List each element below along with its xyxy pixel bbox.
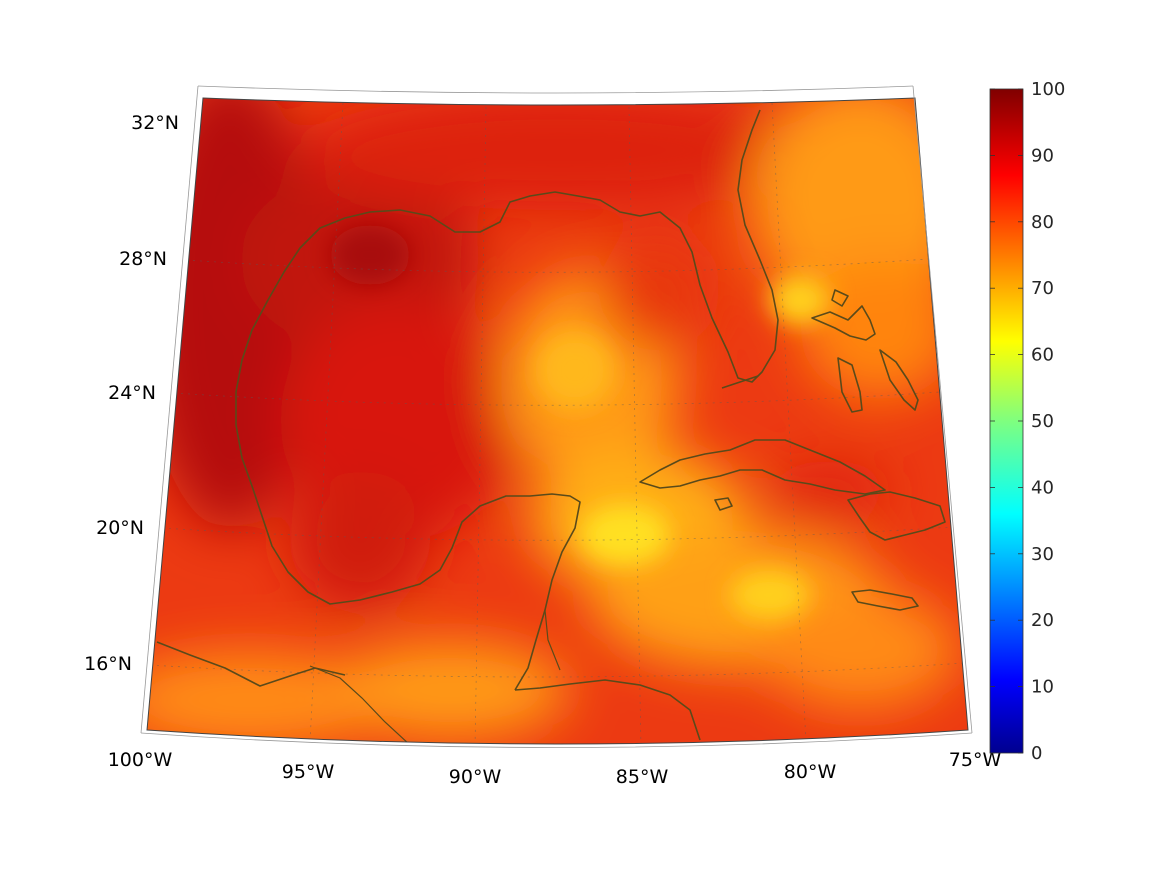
- colorbar-gradient: [989, 88, 1024, 754]
- lon-label-95w: 95°W: [282, 761, 335, 783]
- lat-label-20n: 20°N: [96, 517, 144, 539]
- lon-label-85w: 85°W: [616, 766, 669, 788]
- lat-label-28n: 28°N: [119, 248, 167, 270]
- colorbar-tick-label: 60: [1031, 345, 1054, 366]
- data-field: [147, 98, 968, 744]
- colorbar-tick-label: 50: [1031, 411, 1054, 432]
- map-frame: [140, 85, 973, 748]
- longitude-labels: 100°W 95°W 90°W 85°W 80°W 75°W: [108, 749, 1002, 788]
- lon-label-75w: 75°W: [949, 749, 1002, 771]
- colorbar-tick-label: 10: [1031, 677, 1054, 698]
- colorbar-tick-label: 20: [1031, 610, 1054, 631]
- lon-label-90w: 90°W: [449, 766, 502, 788]
- colorbar-tick-label: 80: [1031, 212, 1054, 233]
- lon-label-80w: 80°W: [784, 761, 837, 783]
- colorbar-tick-label: 40: [1031, 477, 1054, 498]
- colorbar-tick-label: 100: [1031, 79, 1065, 100]
- colorbar-tick-label: 30: [1031, 544, 1054, 565]
- colorbar-tick-label: 90: [1031, 145, 1054, 166]
- lat-label-32n: 32°N: [131, 112, 179, 134]
- colorbar-tick-label: 70: [1031, 278, 1054, 299]
- lon-label-100w: 100°W: [108, 749, 173, 771]
- colorbar: 0 10 20 30 40 50 60 70 80 90 100: [989, 79, 1065, 764]
- lat-label-24n: 24°N: [108, 382, 156, 404]
- lat-label-16n: 16°N: [84, 653, 132, 675]
- colorbar-tick-label: 0: [1031, 743, 1042, 764]
- country-borders: [309, 609, 561, 744]
- latitude-labels: 16°N 20°N 24°N 28°N 32°N: [84, 112, 179, 675]
- colorbar-ticks: 0 10 20 30 40 50 60 70 80 90 100: [990, 79, 1065, 764]
